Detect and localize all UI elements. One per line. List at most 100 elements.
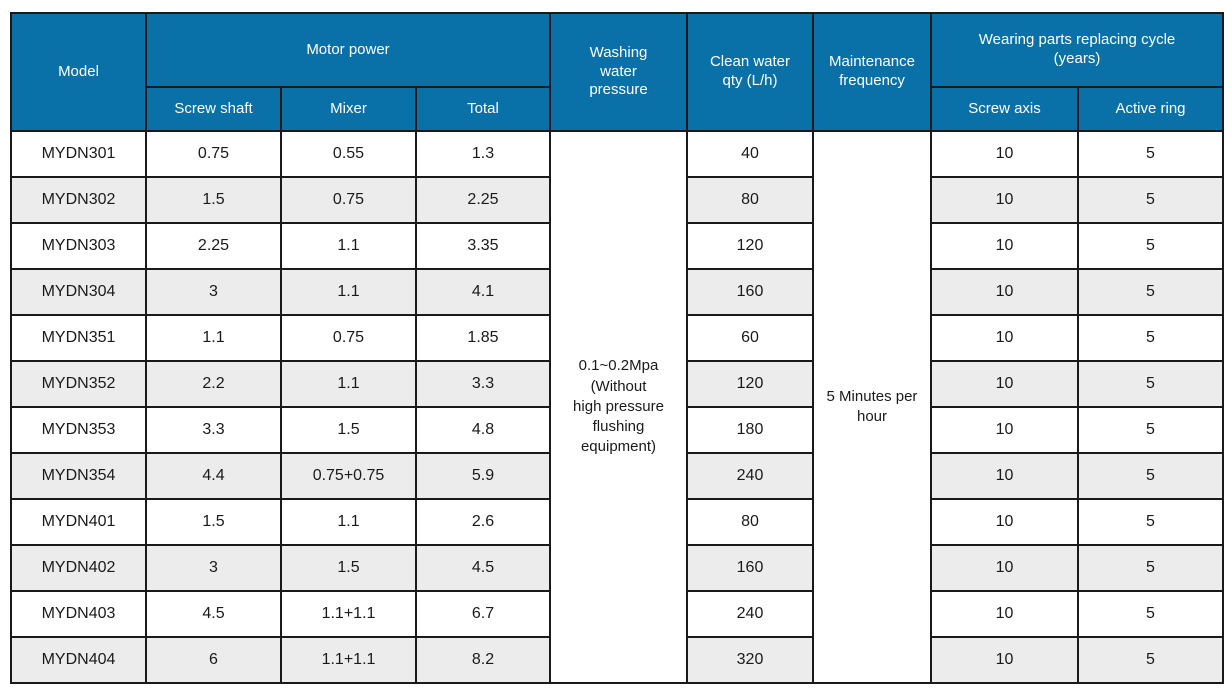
clean-water-cell: 120 xyxy=(686,222,814,270)
spec-table: Model Motor power Washing water pressure… xyxy=(10,12,1225,684)
screw-shaft-cell: 4.4 xyxy=(145,452,282,500)
active-ring-cell: 5 xyxy=(1076,406,1225,454)
active-ring-cell: 5 xyxy=(1076,314,1225,362)
screw-axis-cell: 10 xyxy=(930,452,1079,500)
mixer-cell: 0.75 xyxy=(280,314,417,362)
model-cell: MYDN352 xyxy=(10,360,147,408)
screw-axis-cell: 10 xyxy=(930,268,1079,316)
table-row: MYDN351 1.1 0.75 1.85 60 10 5 xyxy=(10,314,1225,362)
mixer-cell: 1.1+1.1 xyxy=(280,590,417,638)
model-cell: MYDN353 xyxy=(10,406,147,454)
total-cell: 2.6 xyxy=(415,498,551,546)
total-cell: 6.7 xyxy=(415,590,551,638)
clean-water-cell: 160 xyxy=(686,544,814,592)
table-row: MYDN401 1.5 1.1 2.6 80 10 5 xyxy=(10,498,1225,546)
maintenance-frequency-cell: 5 Minutes per hour xyxy=(812,130,932,684)
clean-water-cell: 80 xyxy=(686,176,814,224)
screw-shaft-cell: 6 xyxy=(145,636,282,684)
header-row-1: Model Motor power Washing water pressure… xyxy=(10,12,1225,132)
table-row: MYDN402 3 1.5 4.5 160 10 5 xyxy=(10,544,1225,592)
table-row: MYDN403 4.5 1.1+1.1 6.7 240 10 5 xyxy=(10,590,1225,638)
mixer-cell: 1.5 xyxy=(280,544,417,592)
model-cell: MYDN304 xyxy=(10,268,147,316)
table-row: MYDN404 6 1.1+1.1 8.2 320 10 5 xyxy=(10,636,1225,684)
table-row: MYDN302 1.5 0.75 2.25 80 10 5 xyxy=(10,176,1225,224)
clean-water-cell: 180 xyxy=(686,406,814,454)
clean-water-cell: 40 xyxy=(686,130,814,178)
header-active-ring: Active ring xyxy=(1076,86,1225,132)
active-ring-cell: 5 xyxy=(1076,130,1225,178)
total-cell: 4.8 xyxy=(415,406,551,454)
table-row: MYDN301 0.75 0.55 1.3 0.1~0.2Mpa (Withou… xyxy=(10,130,1225,684)
active-ring-cell: 5 xyxy=(1076,498,1225,546)
header-mixer: Mixer xyxy=(280,86,417,132)
model-cell: MYDN402 xyxy=(10,544,147,592)
header-motor-power: Motor power xyxy=(145,12,551,88)
screw-shaft-cell: 2.25 xyxy=(145,222,282,270)
screw-axis-cell: 10 xyxy=(930,498,1079,546)
screw-axis-cell: 10 xyxy=(930,406,1079,454)
active-ring-cell: 5 xyxy=(1076,176,1225,224)
screw-shaft-cell: 1.1 xyxy=(145,314,282,362)
total-cell: 2.25 xyxy=(415,176,551,224)
screw-axis-cell: 10 xyxy=(930,544,1079,592)
screw-shaft-cell: 1.5 xyxy=(145,176,282,224)
clean-water-cell: 60 xyxy=(686,314,814,362)
model-cell: MYDN404 xyxy=(10,636,147,684)
table-row: MYDN352 2.2 1.1 3.3 120 10 5 xyxy=(10,360,1225,408)
screw-axis-cell: 10 xyxy=(930,130,1079,178)
mixer-cell: 1.5 xyxy=(280,406,417,454)
table-row: MYDN304 3 1.1 4.1 160 10 5 xyxy=(10,268,1225,316)
total-cell: 4.5 xyxy=(415,544,551,592)
header-washing-water-pressure: Washing water pressure xyxy=(549,12,688,132)
mixer-cell: 1.1 xyxy=(280,360,417,408)
clean-water-cell: 80 xyxy=(686,498,814,546)
total-cell: 5.9 xyxy=(415,452,551,500)
model-cell: MYDN301 xyxy=(10,130,147,178)
active-ring-cell: 5 xyxy=(1076,360,1225,408)
total-cell: 1.85 xyxy=(415,314,551,362)
model-cell: MYDN303 xyxy=(10,222,147,270)
screw-axis-cell: 10 xyxy=(930,636,1079,684)
screw-shaft-cell: 2.2 xyxy=(145,360,282,408)
model-cell: MYDN403 xyxy=(10,590,147,638)
active-ring-cell: 5 xyxy=(1076,222,1225,270)
total-cell: 1.3 xyxy=(415,130,551,178)
model-cell: MYDN351 xyxy=(10,314,147,362)
clean-water-cell: 160 xyxy=(686,268,814,316)
screw-axis-cell: 10 xyxy=(930,314,1079,362)
clean-water-cell: 120 xyxy=(686,360,814,408)
table-row: MYDN353 3.3 1.5 4.8 180 10 5 xyxy=(10,406,1225,454)
screw-shaft-cell: 1.5 xyxy=(145,498,282,546)
total-cell: 3.3 xyxy=(415,360,551,408)
active-ring-cell: 5 xyxy=(1076,268,1225,316)
clean-water-cell: 240 xyxy=(686,452,814,500)
washing-water-pressure-cell: 0.1~0.2Mpa (Without high pressure flushi… xyxy=(549,130,688,684)
screw-shaft-cell: 3.3 xyxy=(145,406,282,454)
table-row: MYDN354 4.4 0.75+0.75 5.9 240 10 5 xyxy=(10,452,1225,500)
mixer-cell: 1.1 xyxy=(280,498,417,546)
clean-water-cell: 240 xyxy=(686,590,814,638)
mixer-cell: 0.75+0.75 xyxy=(280,452,417,500)
screw-axis-cell: 10 xyxy=(930,222,1079,270)
header-clean-water-qty: Clean water qty (L/h) xyxy=(686,12,814,132)
mixer-cell: 0.55 xyxy=(280,130,417,178)
screw-axis-cell: 10 xyxy=(930,360,1079,408)
model-cell: MYDN302 xyxy=(10,176,147,224)
mixer-cell: 0.75 xyxy=(280,176,417,224)
mixer-cell: 1.1+1.1 xyxy=(280,636,417,684)
header-screw-axis: Screw axis xyxy=(930,86,1079,132)
total-cell: 4.1 xyxy=(415,268,551,316)
total-cell: 8.2 xyxy=(415,636,551,684)
screw-axis-cell: 10 xyxy=(930,590,1079,638)
active-ring-cell: 5 xyxy=(1076,544,1225,592)
screw-axis-cell: 10 xyxy=(930,176,1079,224)
header-total: Total xyxy=(415,86,551,132)
clean-water-cell: 320 xyxy=(686,636,814,684)
model-cell: MYDN401 xyxy=(10,498,147,546)
screw-shaft-cell: 3 xyxy=(145,544,282,592)
total-cell: 3.35 xyxy=(415,222,551,270)
mixer-cell: 1.1 xyxy=(280,268,417,316)
screw-shaft-cell: 4.5 xyxy=(145,590,282,638)
